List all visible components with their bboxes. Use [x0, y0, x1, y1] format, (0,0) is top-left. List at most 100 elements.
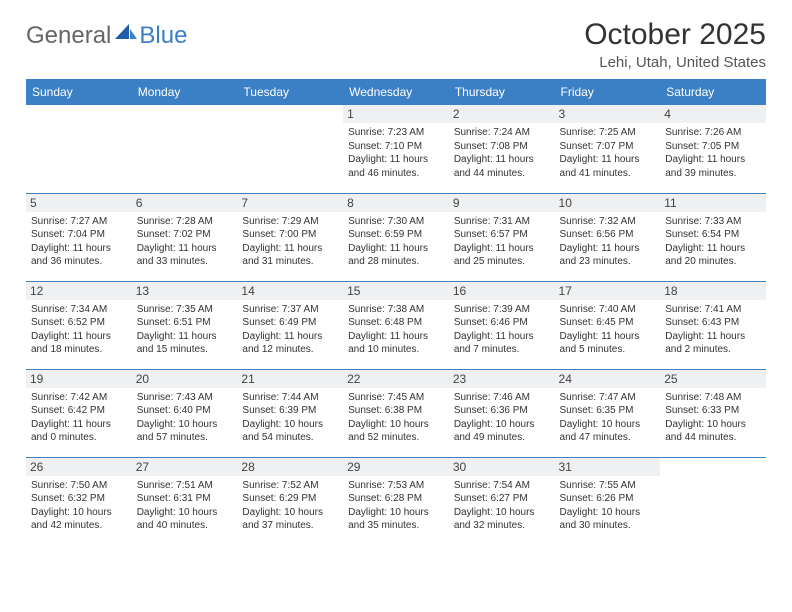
- day-cell: 3 Sunrise: 7:25 AMSunset: 7:07 PMDaylight…: [555, 105, 661, 193]
- day-details: Sunrise: 7:24 AMSunset: 7:08 PMDaylight:…: [454, 126, 550, 180]
- day-cell: 26 Sunrise: 7:50 AMSunset: 6:32 PMDayligh…: [26, 457, 132, 545]
- day-number: 12: [26, 282, 132, 300]
- day-cell: 4 Sunrise: 7:26 AMSunset: 7:05 PMDaylight…: [660, 105, 766, 193]
- day-number: 24: [555, 370, 661, 388]
- day-cell: [132, 105, 238, 193]
- day-number: 17: [555, 282, 661, 300]
- day-details: Sunrise: 7:31 AMSunset: 6:57 PMDaylight:…: [454, 215, 550, 269]
- day-details: Sunrise: 7:44 AMSunset: 6:39 PMDaylight:…: [242, 391, 338, 445]
- day-number: 30: [449, 458, 555, 476]
- day-number: 26: [26, 458, 132, 476]
- week-row: 26 Sunrise: 7:50 AMSunset: 6:32 PMDayligh…: [26, 457, 766, 545]
- day-cell: 8Sunrise: 7:30 AMSunset: 6:59 PMDaylight…: [343, 193, 449, 281]
- day-details: Sunrise: 7:32 AMSunset: 6:56 PMDaylight:…: [560, 215, 656, 269]
- day-details: Sunrise: 7:38 AMSunset: 6:48 PMDaylight:…: [348, 303, 444, 357]
- day-cell: 21 Sunrise: 7:44 AMSunset: 6:39 PMDayligh…: [237, 369, 343, 457]
- day-cell: 10 Sunrise: 7:32 AMSunset: 6:56 PMDayligh…: [555, 193, 661, 281]
- day-number: 7: [237, 194, 343, 212]
- day-details: Sunrise: 7:53 AMSunset: 6:28 PMDaylight:…: [348, 479, 444, 533]
- dow-thu: Thursday: [449, 79, 555, 105]
- day-details: Sunrise: 7:40 AMSunset: 6:45 PMDaylight:…: [560, 303, 656, 357]
- day-cell: 18Sunrise: 7:41 AMSunset: 6:43 PMDayligh…: [660, 281, 766, 369]
- day-number: 10: [555, 194, 661, 212]
- day-cell: 22Sunrise: 7:45 AMSunset: 6:38 PMDayligh…: [343, 369, 449, 457]
- brand-logo: General Blue: [26, 18, 187, 50]
- day-details: Sunrise: 7:52 AMSunset: 6:29 PMDaylight:…: [242, 479, 338, 533]
- day-number: 29: [343, 458, 449, 476]
- day-cell: 19Sunrise: 7:42 AMSunset: 6:42 PMDayligh…: [26, 369, 132, 457]
- month-title: October 2025: [584, 18, 766, 52]
- day-cell: 24 Sunrise: 7:47 AMSunset: 6:35 PMDayligh…: [555, 369, 661, 457]
- dow-mon: Monday: [132, 79, 238, 105]
- calendar-table: Sunday Monday Tuesday Wednesday Thursday…: [26, 79, 766, 545]
- day-number: 25: [660, 370, 766, 388]
- day-number: 13: [132, 282, 238, 300]
- day-number: 22: [343, 370, 449, 388]
- dow-tue: Tuesday: [237, 79, 343, 105]
- calendar-page: General Blue October 2025 Lehi, Utah, Un…: [0, 0, 792, 555]
- day-number: 1: [343, 105, 449, 123]
- day-details: Sunrise: 7:27 AMSunset: 7:04 PMDaylight:…: [31, 215, 127, 269]
- day-details: Sunrise: 7:39 AMSunset: 6:46 PMDaylight:…: [454, 303, 550, 357]
- week-row: 12 Sunrise: 7:34 AMSunset: 6:52 PMDayligh…: [26, 281, 766, 369]
- week-row: 19Sunrise: 7:42 AMSunset: 6:42 PMDayligh…: [26, 369, 766, 457]
- day-cell: 12 Sunrise: 7:34 AMSunset: 6:52 PMDayligh…: [26, 281, 132, 369]
- day-details: Sunrise: 7:34 AMSunset: 6:52 PMDaylight:…: [31, 303, 127, 357]
- day-details: Sunrise: 7:33 AMSunset: 6:54 PMDaylight:…: [665, 215, 761, 269]
- day-cell: 9 Sunrise: 7:31 AMSunset: 6:57 PMDaylight…: [449, 193, 555, 281]
- day-details: Sunrise: 7:50 AMSunset: 6:32 PMDaylight:…: [31, 479, 127, 533]
- day-cell: 1 Sunrise: 7:23 AMSunset: 7:10 PMDaylight…: [343, 105, 449, 193]
- sail-icon: [115, 24, 137, 42]
- day-number: 21: [237, 370, 343, 388]
- day-details: Sunrise: 7:25 AMSunset: 7:07 PMDaylight:…: [560, 126, 656, 180]
- title-block: October 2025 Lehi, Utah, United States: [584, 18, 766, 71]
- day-details: Sunrise: 7:43 AMSunset: 6:40 PMDaylight:…: [137, 391, 233, 445]
- day-details: Sunrise: 7:29 AMSunset: 7:00 PMDaylight:…: [242, 215, 338, 269]
- day-cell: 2 Sunrise: 7:24 AMSunset: 7:08 PMDaylight…: [449, 105, 555, 193]
- day-details: Sunrise: 7:28 AMSunset: 7:02 PMDaylight:…: [137, 215, 233, 269]
- day-cell: [26, 105, 132, 193]
- day-number: 9: [449, 194, 555, 212]
- day-cell: 30 Sunrise: 7:54 AMSunset: 6:27 PMDayligh…: [449, 457, 555, 545]
- day-number: 18: [660, 282, 766, 300]
- day-details: Sunrise: 7:54 AMSunset: 6:27 PMDaylight:…: [454, 479, 550, 533]
- day-details: Sunrise: 7:55 AMSunset: 6:26 PMDaylight:…: [560, 479, 656, 533]
- day-cell: 31 Sunrise: 7:55 AMSunset: 6:26 PMDayligh…: [555, 457, 661, 545]
- brand-part2: Blue: [139, 22, 187, 50]
- day-cell: 27Sunrise: 7:51 AMSunset: 6:31 PMDayligh…: [132, 457, 238, 545]
- day-number: 6: [132, 194, 238, 212]
- day-cell: 13 Sunrise: 7:35 AMSunset: 6:51 PMDayligh…: [132, 281, 238, 369]
- day-cell: 11 Sunrise: 7:33 AMSunset: 6:54 PMDayligh…: [660, 193, 766, 281]
- day-details: Sunrise: 7:48 AMSunset: 6:33 PMDaylight:…: [665, 391, 761, 445]
- day-number: 4: [660, 105, 766, 123]
- day-cell: [237, 105, 343, 193]
- day-cell: 15Sunrise: 7:38 AMSunset: 6:48 PMDayligh…: [343, 281, 449, 369]
- dow-row: Sunday Monday Tuesday Wednesday Thursday…: [26, 79, 766, 105]
- day-cell: 7 Sunrise: 7:29 AMSunset: 7:00 PMDaylight…: [237, 193, 343, 281]
- day-cell: 6 Sunrise: 7:28 AMSunset: 7:02 PMDaylight…: [132, 193, 238, 281]
- header: General Blue October 2025 Lehi, Utah, Un…: [26, 18, 766, 71]
- day-details: Sunrise: 7:47 AMSunset: 6:35 PMDaylight:…: [560, 391, 656, 445]
- day-number: 3: [555, 105, 661, 123]
- location: Lehi, Utah, United States: [584, 54, 766, 71]
- day-cell: 17 Sunrise: 7:40 AMSunset: 6:45 PMDayligh…: [555, 281, 661, 369]
- day-number: 14: [237, 282, 343, 300]
- day-details: Sunrise: 7:35 AMSunset: 6:51 PMDaylight:…: [137, 303, 233, 357]
- day-cell: 28 Sunrise: 7:52 AMSunset: 6:29 PMDayligh…: [237, 457, 343, 545]
- day-details: Sunrise: 7:23 AMSunset: 7:10 PMDaylight:…: [348, 126, 444, 180]
- day-number: 23: [449, 370, 555, 388]
- day-details: Sunrise: 7:46 AMSunset: 6:36 PMDaylight:…: [454, 391, 550, 445]
- day-number: 19: [26, 370, 132, 388]
- day-number: 2: [449, 105, 555, 123]
- dow-sat: Saturday: [660, 79, 766, 105]
- day-cell: 25 Sunrise: 7:48 AMSunset: 6:33 PMDayligh…: [660, 369, 766, 457]
- day-details: Sunrise: 7:26 AMSunset: 7:05 PMDaylight:…: [665, 126, 761, 180]
- day-number: 31: [555, 458, 661, 476]
- day-number: 28: [237, 458, 343, 476]
- day-details: Sunrise: 7:30 AMSunset: 6:59 PMDaylight:…: [348, 215, 444, 269]
- day-cell: 5Sunrise: 7:27 AMSunset: 7:04 PMDaylight…: [26, 193, 132, 281]
- dow-fri: Friday: [555, 79, 661, 105]
- day-number: 11: [660, 194, 766, 212]
- dow-sun: Sunday: [26, 79, 132, 105]
- day-number: 27: [132, 458, 238, 476]
